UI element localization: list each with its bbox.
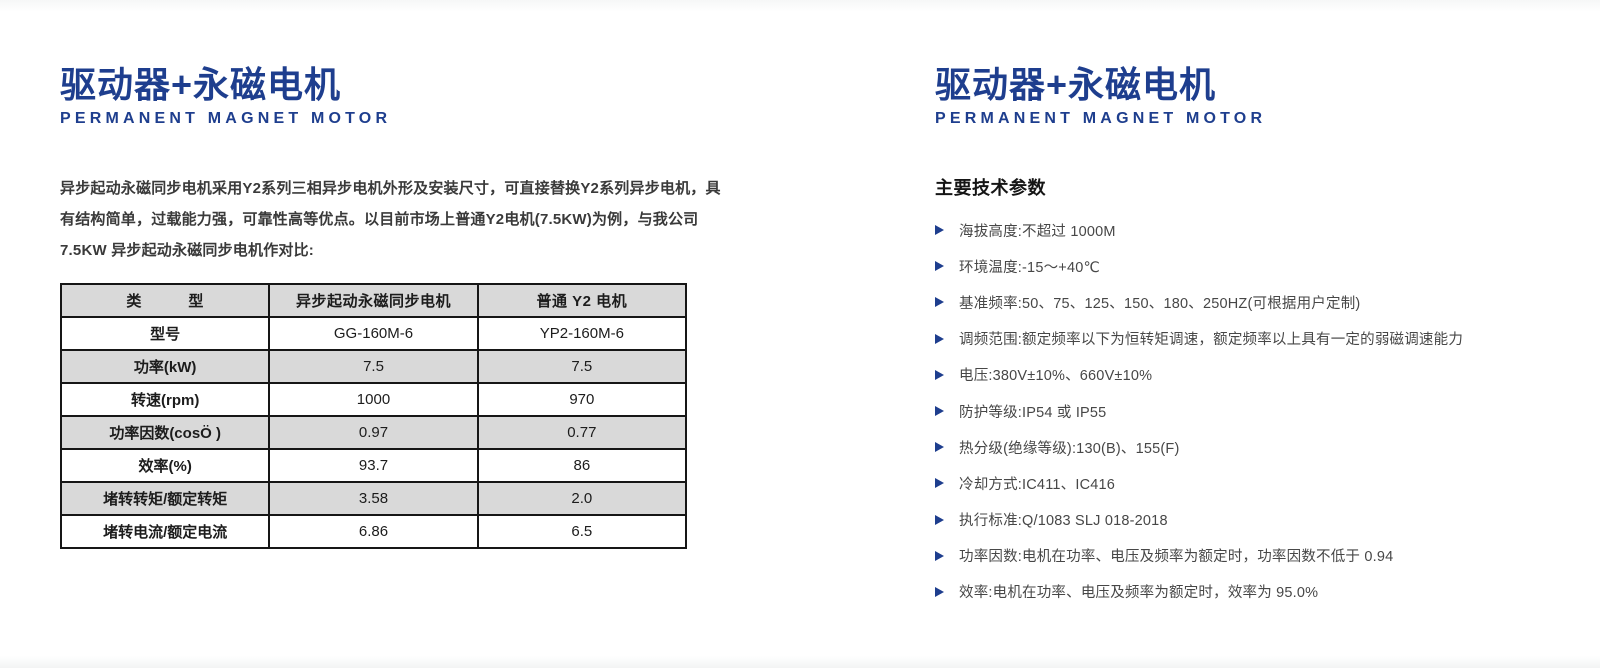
table-cell: 93.7 <box>268 448 479 483</box>
parameter-item: 冷却方式:IC411、IC416 <box>935 465 1575 501</box>
table-row: 效率(%) 93.7 86 <box>59 448 688 483</box>
row-label-cell: 型号 <box>59 316 271 351</box>
intro-line: 异步起动永磁同步电机采用Y2系列三相异步电机外形及安装尺寸，可直接替换Y2系列异… <box>60 180 721 197</box>
parameter-item: 热分级(绝缘等级):130(B)、155(F) <box>935 429 1575 465</box>
right-triangle-icon <box>935 225 944 236</box>
table-row: 转速(rpm) 1000 970 <box>59 382 688 417</box>
right-triangle-icon <box>935 478 944 489</box>
table-row: 功率因数(cosÖ ) 0.97 0.77 <box>59 415 688 450</box>
table-cell: 2.0 <box>476 481 688 516</box>
row-label-cell: 堵转电流/额定电流 <box>59 514 271 549</box>
table-cell: 1000 <box>268 382 479 417</box>
row-label-cell: 堵转转矩/额定转矩 <box>59 481 271 516</box>
table-row: 型号 GG-160M-6 YP2-160M-6 <box>59 316 688 351</box>
parameter-item: 基准频率:50、75、125、150、180、250HZ(可根据用户定制) <box>935 284 1575 320</box>
table-row: 堵转电流/额定电流 6.86 6.5 <box>59 514 688 549</box>
table-row: 功率(kW) 7.5 7.5 <box>59 349 688 384</box>
right-triangle-icon <box>935 406 944 417</box>
parameter-item: 环境温度:-15～+40℃ <box>935 248 1575 284</box>
table-cell: 6.86 <box>268 514 479 549</box>
parameter-item: 调频范围:额定频率以下为恒转矩调速，额定频率以上具有一定的弱磁调速能力 <box>935 321 1575 357</box>
parameter-text: 功率因数:电机在功率、电压及频率为额定时，功率因数不低于 0.94 <box>959 549 1394 566</box>
table-header-cell: 普通 Y2 电机 <box>476 283 688 318</box>
table-row: 堵转转矩/额定转矩 3.58 2.0 <box>59 481 688 516</box>
page-title: 驱动器+永磁电机 <box>935 64 1217 105</box>
parameter-text: 调频范围:额定频率以下为恒转矩调速，额定频率以上具有一定的弱磁调速能力 <box>959 332 1464 349</box>
parameter-text: 热分级(绝缘等级):130(B)、155(F) <box>959 440 1180 457</box>
intro-line: 有结构简单，过载能力强，可靠性高等优点。以目前市场上普通Y2电机(7.5KW)为… <box>60 211 699 228</box>
parameter-text: 基准频率:50、75、125、150、180、250HZ(可根据用户定制) <box>959 295 1361 312</box>
comparison-table: 类 型 异步起动永磁同步电机 普通 Y2 电机 型号 GG-160M-6 YP2… <box>59 283 688 549</box>
parameter-text: 效率:电机在功率、电压及频率为额定时，效率为 95.0% <box>959 585 1319 602</box>
parameter-item: 功率因数:电机在功率、电压及频率为额定时，功率因数不低于 0.94 <box>935 538 1575 574</box>
right-triangle-icon <box>935 442 944 453</box>
row-label-cell: 功率(kW) <box>59 349 271 384</box>
page-title: 驱动器+永磁电机 <box>60 64 342 105</box>
parameter-item: 海拔高度:不超过 1000M <box>935 212 1575 248</box>
page-subtitle: PERMANENT MAGNET MOTOR <box>935 110 1267 127</box>
parameter-text: 电压:380V±10%、660V±10% <box>959 368 1153 385</box>
table-cell: 7.5 <box>476 349 688 384</box>
right-triangle-icon <box>935 369 944 380</box>
parameter-item: 执行标准:Q/1083 SLJ 018-2018 <box>935 502 1575 538</box>
table-header-cell: 类 型 <box>59 283 271 318</box>
parameter-text: 环境温度:-15～+40℃ <box>959 259 1100 276</box>
row-label-cell: 效率(%) <box>59 448 271 483</box>
table-header-cell: 异步起动永磁同步电机 <box>268 283 479 318</box>
parameter-item: 防护等级:IP54 或 IP55 <box>935 393 1575 429</box>
intro-paragraph: 异步起动永磁同步电机采用Y2系列三相异步电机外形及安装尺寸，可直接替换Y2系列异… <box>60 173 721 266</box>
right-triangle-icon <box>935 550 944 561</box>
table-cell: 6.5 <box>476 514 688 549</box>
table-header-row: 类 型 异步起动永磁同步电机 普通 Y2 电机 <box>59 283 688 318</box>
table-cell: 0.97 <box>268 415 479 450</box>
parameter-text: 防护等级:IP54 或 IP55 <box>959 404 1107 421</box>
row-label-cell: 转速(rpm) <box>59 382 271 417</box>
table-cell: GG-160M-6 <box>268 316 479 351</box>
parameter-text: 冷却方式:IC411、IC416 <box>959 476 1116 493</box>
table-cell: 0.77 <box>476 415 688 450</box>
parameter-list: 海拔高度:不超过 1000M 环境温度:-15～+40℃ 基准频率:50、75、… <box>935 212 1575 610</box>
left-column: 驱动器+永磁电机 PERMANENT MAGNET MOTOR 异步起动永磁同步… <box>59 64 721 549</box>
table-cell: 970 <box>476 382 688 417</box>
page-subtitle: PERMANENT MAGNET MOTOR <box>60 110 392 127</box>
section-heading: 主要技术参数 <box>935 178 1046 198</box>
table-cell: 3.58 <box>268 481 479 516</box>
intro-line: 7.5KW 异步起动永磁同步电机作对比: <box>60 242 315 259</box>
right-triangle-icon <box>935 514 944 525</box>
right-triangle-icon <box>935 586 944 597</box>
table-cell: 86 <box>476 448 688 483</box>
parameter-item: 效率:电机在功率、电压及频率为额定时，效率为 95.0% <box>935 574 1575 610</box>
table-cell: YP2-160M-6 <box>476 316 688 351</box>
parameter-text: 海拔高度:不超过 1000M <box>959 223 1116 240</box>
right-triangle-icon <box>935 297 944 308</box>
parameter-item: 电压:380V±10%、660V±10% <box>935 357 1575 393</box>
right-triangle-icon <box>935 261 944 272</box>
right-triangle-icon <box>935 333 944 344</box>
right-column: 驱动器+永磁电机 PERMANENT MAGNET MOTOR 主要技术参数 海… <box>935 64 1575 610</box>
parameter-text: 执行标准:Q/1083 SLJ 018-2018 <box>959 513 1168 530</box>
row-label-cell: 功率因数(cosÖ ) <box>59 415 271 450</box>
table-cell: 7.5 <box>268 349 479 384</box>
